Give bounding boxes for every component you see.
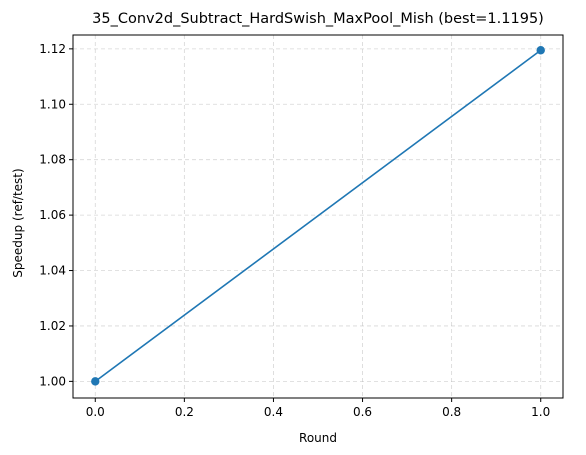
x-tick-label: 0.6 bbox=[353, 405, 372, 419]
y-tick-label: 1.04 bbox=[39, 264, 66, 278]
y-axis-ticks: 1.00 1.02 1.04 1.06 1.08 1.10 1.12 bbox=[39, 42, 73, 388]
chart-title: 35_Conv2d_Subtract_HardSwish_MaxPool_Mis… bbox=[92, 11, 544, 27]
x-tick-label: 0.0 bbox=[86, 405, 105, 419]
y-tick-label: 1.10 bbox=[39, 97, 66, 111]
y-tick-label: 1.02 bbox=[39, 319, 66, 333]
x-tick-label: 0.4 bbox=[264, 405, 283, 419]
data-point bbox=[91, 377, 100, 386]
y-tick-label: 1.08 bbox=[39, 153, 66, 167]
y-tick-label: 1.06 bbox=[39, 208, 66, 222]
y-tick-label: 1.12 bbox=[39, 42, 66, 56]
x-tick-label: 1.0 bbox=[531, 405, 550, 419]
y-axis-label: Speedup (ref/test) bbox=[11, 168, 25, 277]
x-tick-label: 0.2 bbox=[175, 405, 194, 419]
plot-frame bbox=[72, 34, 564, 399]
data-point bbox=[536, 46, 545, 55]
x-tick-label: 0.8 bbox=[442, 405, 461, 419]
x-axis-label: Round bbox=[299, 431, 337, 445]
y-tick-label: 1.00 bbox=[39, 374, 66, 388]
series-layer bbox=[91, 46, 545, 386]
series-line bbox=[94, 49, 542, 383]
x-axis-ticks: 0.0 0.2 0.4 0.6 0.8 1.0 bbox=[86, 398, 550, 419]
